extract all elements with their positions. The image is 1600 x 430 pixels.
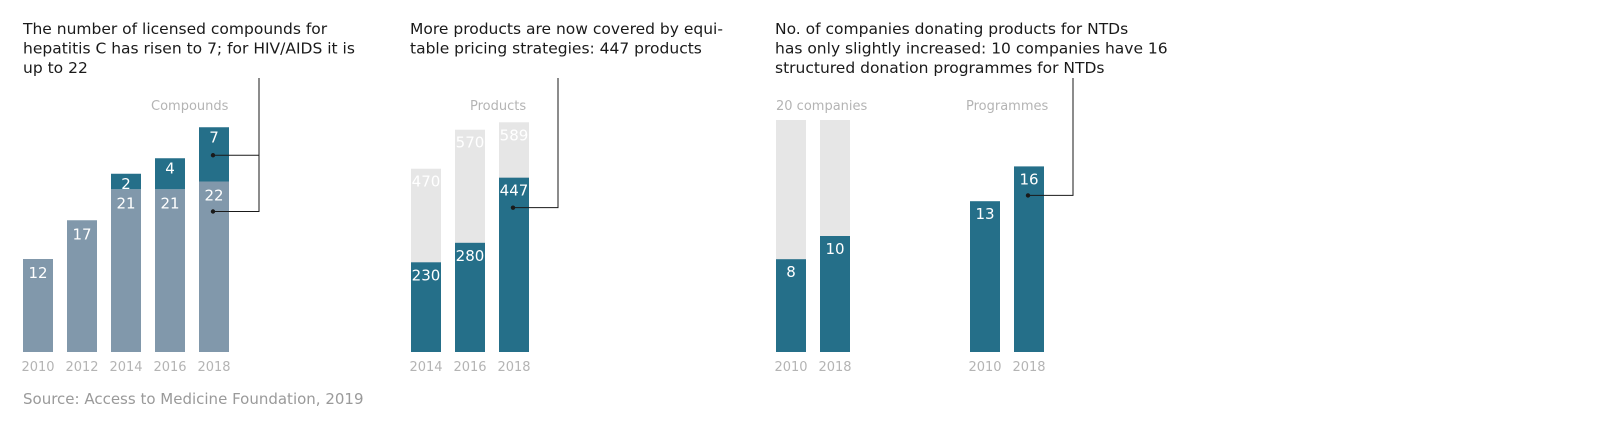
tick-label-3-2018: 2018 [818,360,851,375]
bar-hiv-2014 [111,189,141,352]
bar-label-total-2018: 589 [500,126,529,144]
headline-3-line-3: structured donation programmes for NTDs [775,59,1104,77]
bar-hiv-2018 [199,181,229,352]
source-note: Source: Access to Medicine Foundation, 2… [23,390,364,408]
bar-label-total-2014: 470 [412,173,441,191]
headlines: The number of licensed compounds for hepa… [22,20,1168,77]
bar-label-hiv-2012: 17 [72,225,91,243]
headline-2-line-2: table pricing strategies: 447 products [410,40,702,58]
bar-label-covered-2018: 447 [500,182,529,200]
callout-dot-products [510,205,516,210]
headline-2-line-1: More products are now covered by equi- [410,20,723,38]
unit-label-2: Products [470,99,526,114]
chart-panel-3: 20 companies 8 2010 10 2018 [774,99,867,375]
callout-line-products [513,78,559,209]
bar-label-programmes-2018: 16 [1019,170,1038,188]
bar-label-total-2016: 570 [456,134,485,152]
callout-dot-hiv [210,209,216,214]
tick-label-1-2014: 2014 [109,360,142,375]
bar-label-covered-2016: 280 [456,247,485,265]
bar-label-hiv-2018: 22 [204,187,223,205]
bar-label-donating-2010: 8 [786,263,796,281]
bar-label-hiv-2016: 21 [160,194,179,212]
tick-label-1-2016: 2016 [153,360,186,375]
unit-label-3: 20 companies [776,99,868,114]
tick-label-4-2018: 2018 [1012,360,1045,375]
headline-1-line-2: hepatitis C has risen to 7; for HIV/AIDS… [23,40,355,58]
chart-panel-1: Compounds1220101720122122014214201622720… [21,99,230,375]
bar-hiv-2012 [67,220,97,352]
tick-label-2-2018: 2018 [497,360,530,375]
bar-covered-2016 [455,242,485,352]
unit-label-1: Compounds [151,99,229,114]
bar-label-hepc-2016: 4 [165,159,175,177]
headline-1-line-1: The number of licensed compounds for [22,20,328,38]
bar-label-hepc-2018: 7 [209,128,219,146]
bar-label-hepc-2014: 2 [121,175,131,193]
chart-panel-4: Programmes 13 2010 16 2018 [966,99,1049,375]
bar-hepc-2014 [111,173,141,190]
tick-label-2-2016: 2016 [453,360,486,375]
bar-donating-2018 [820,236,850,352]
bar-label-covered-2014: 230 [412,266,441,284]
bar-donating-2010 [776,259,806,352]
tick-label-1-2012: 2012 [65,360,98,375]
callout-dot-programmes [1025,193,1031,198]
bar-programmes-2010 [970,201,1000,352]
bar-hiv-2016 [155,189,185,352]
callout-line-hiv [213,78,260,212]
headline-3-line-1: No. of companies donating products for N… [775,20,1128,38]
bar-hiv-2010 [23,259,53,352]
bar-label-programmes-2010: 13 [975,205,994,223]
callout-line-programmes [1028,78,1074,196]
bar-covered-2014 [411,262,441,352]
headline-3-line-2: has only slightly increased: 10 companie… [775,40,1168,58]
callout-dot-hepc [210,153,216,158]
callout-lines [210,78,1074,214]
tick-label-2-2014: 2014 [409,360,442,375]
bar-label-hiv-2010: 12 [28,264,47,282]
bar-hepc-2016 [155,158,185,190]
chart-panels: Compounds1220101720122122014214201622720… [21,99,1048,375]
tick-label-1-2018: 2018 [197,360,230,375]
bar-label-hiv-2014: 21 [116,194,135,212]
bar-label-donating-2018: 10 [825,240,844,258]
tick-label-4-2010: 2010 [968,360,1001,375]
tick-label-1-2010: 2010 [21,360,54,375]
headline-1-line-3: up to 22 [23,59,88,77]
bar-covered-2018 [499,177,529,352]
unit-label-4: Programmes [966,99,1049,114]
chart-panel-2: Products 470 230 2014 570 280 2016 589 447 2018 [409,99,530,375]
tick-label-3-2010: 2010 [774,360,807,375]
